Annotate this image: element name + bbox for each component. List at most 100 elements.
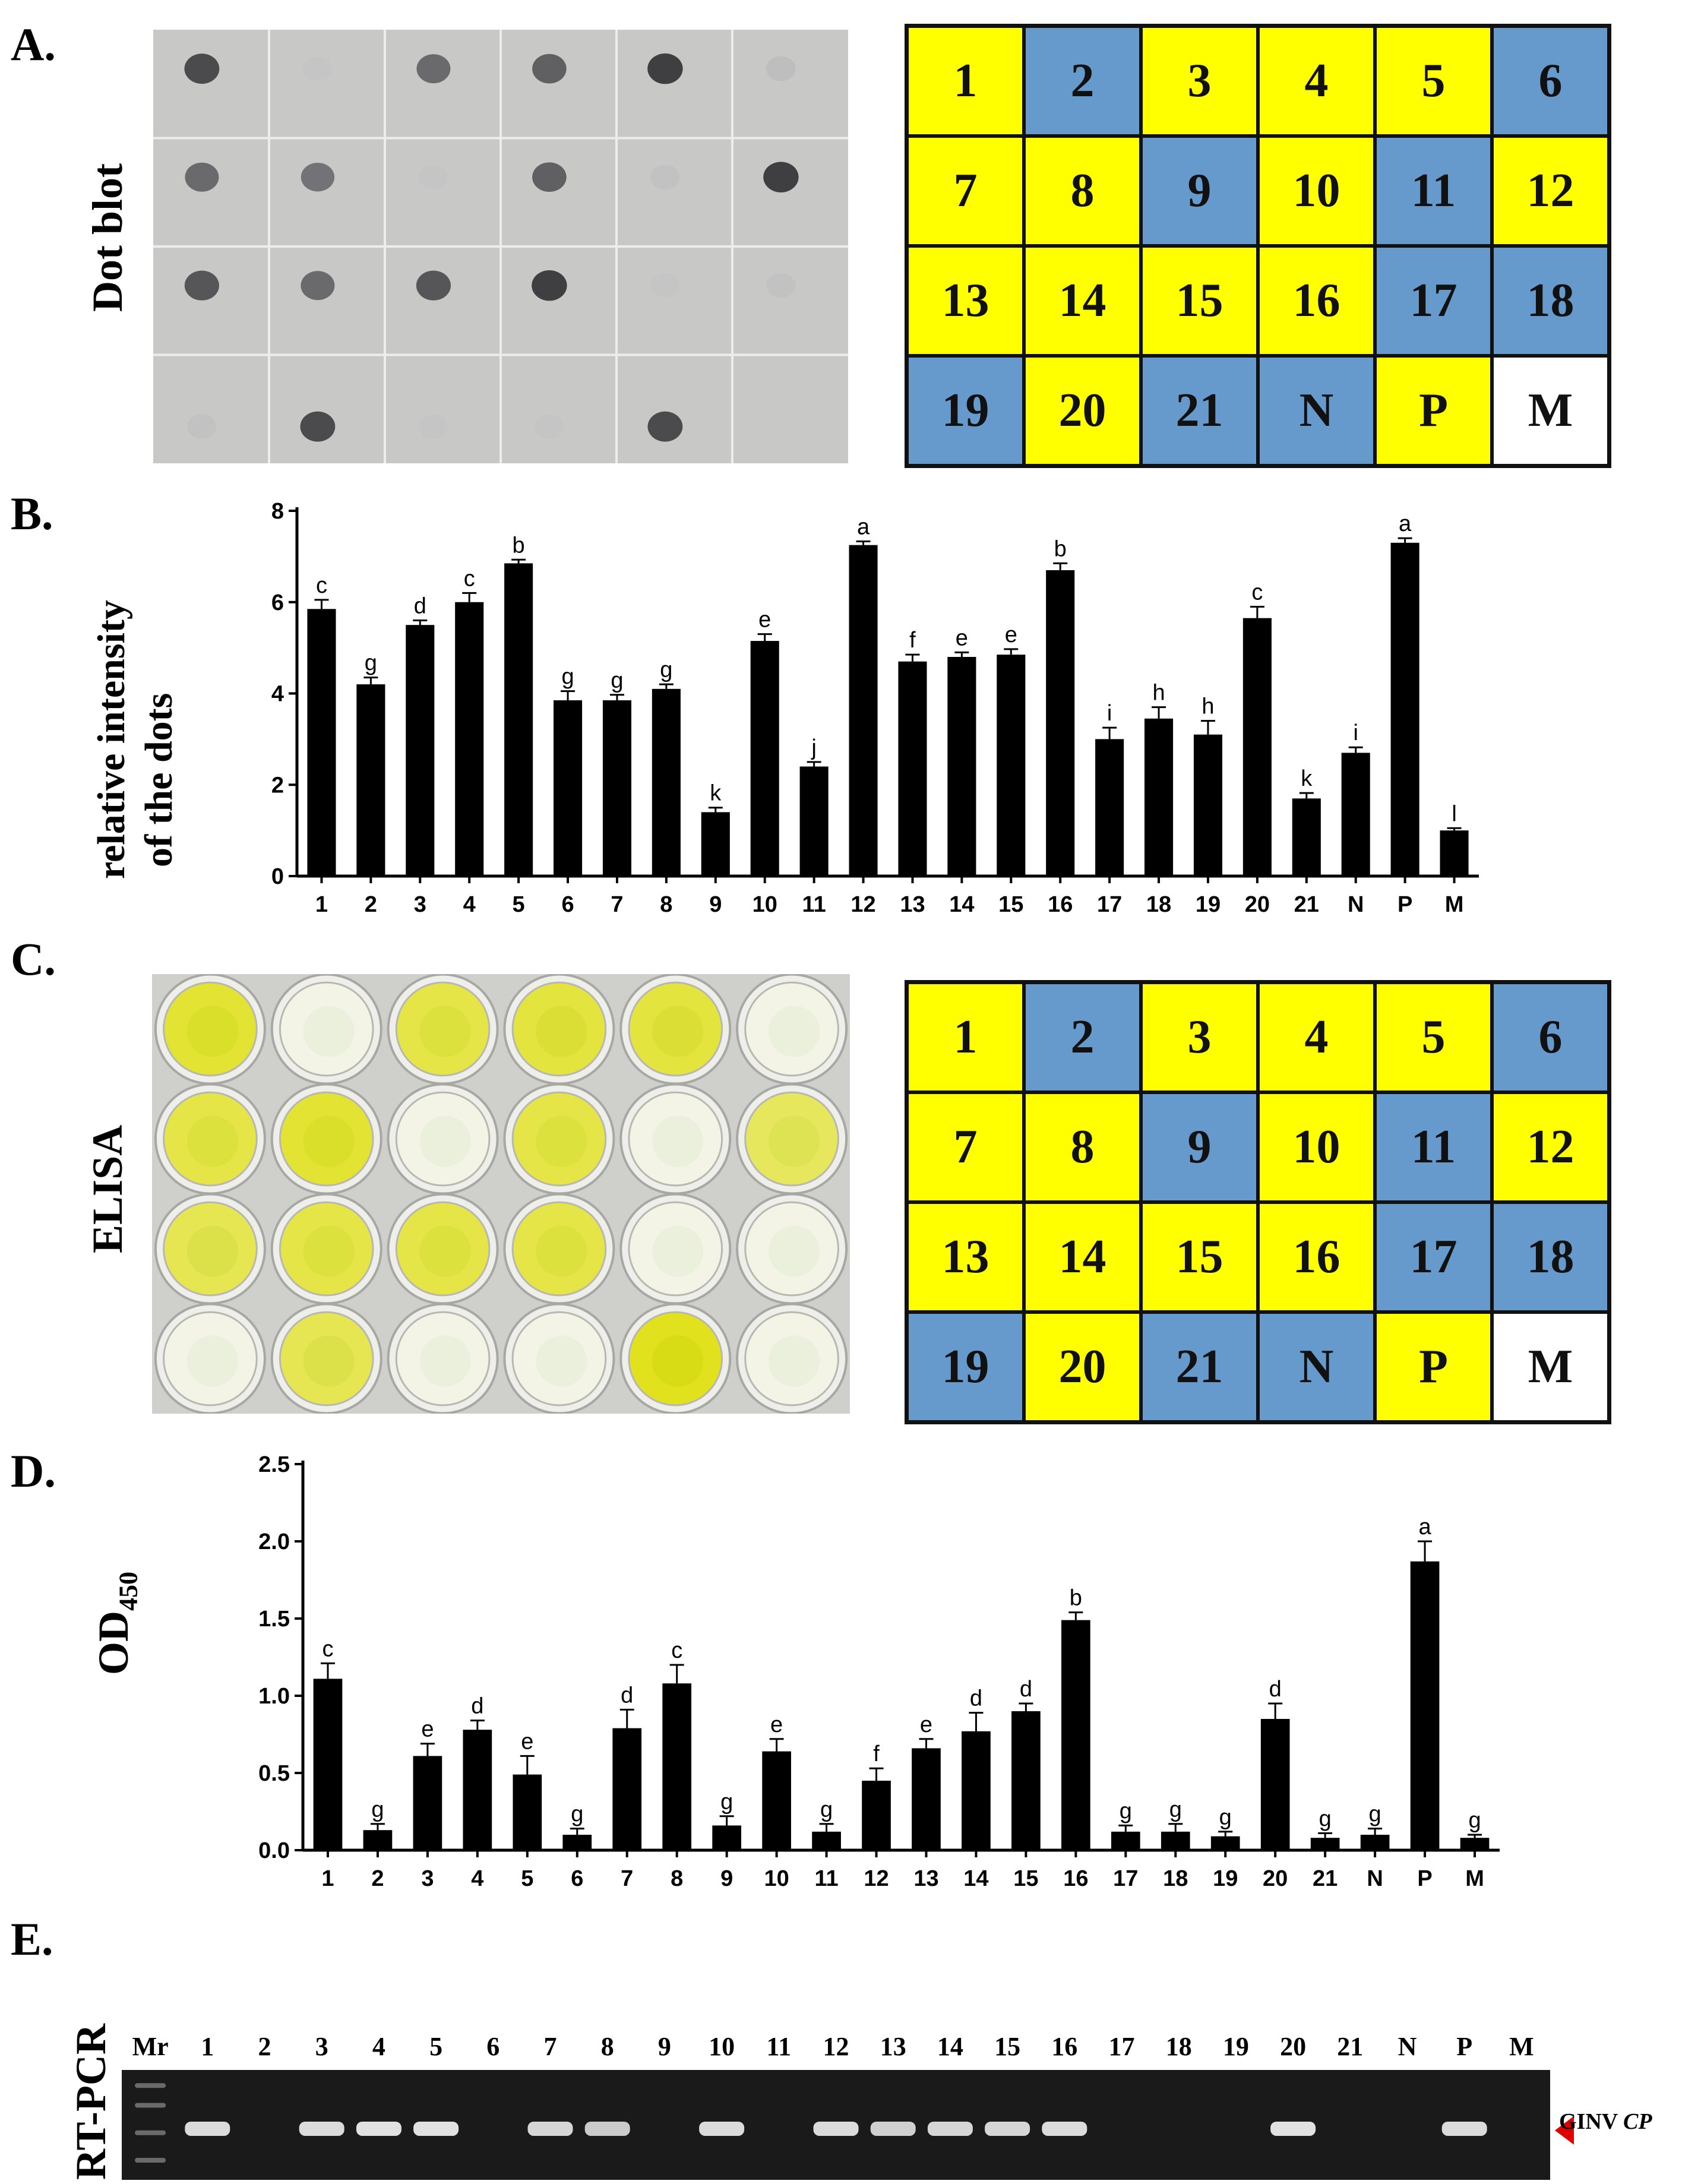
x-tick-label: 7 [611, 892, 623, 917]
blot-dot [185, 162, 219, 192]
elisa-well [511, 1311, 607, 1407]
elisa-well-center [652, 1115, 704, 1167]
blot-dot [650, 165, 680, 189]
significance-letter: a [857, 515, 870, 540]
significance-letter: g [1369, 1802, 1381, 1827]
significance-letter: d [621, 1683, 633, 1708]
significance-letter: g [561, 665, 574, 690]
ladder-band [135, 2158, 166, 2163]
x-tick-label: 8 [660, 892, 672, 917]
grid-cell-21: 21 [1143, 1314, 1256, 1420]
blot-dot [416, 270, 451, 301]
x-tick-label: 20 [1263, 1866, 1288, 1891]
x-tick-label: 14 [949, 892, 974, 917]
elisa-well-center [186, 1115, 238, 1167]
blot-dot [184, 270, 219, 301]
gel-lane-label: 3 [315, 2032, 328, 2061]
gel-lane-label: 5 [429, 2032, 442, 2061]
x-tick-label: 10 [764, 1866, 789, 1891]
significance-letter: g [1468, 1808, 1481, 1833]
dot-blot-photo [153, 30, 848, 463]
elisa-well-center [186, 1006, 238, 1057]
significance-letter: d [1020, 1677, 1032, 1702]
bar [898, 661, 927, 876]
elisa-well-center [652, 1335, 704, 1387]
significance-letter: c [1251, 580, 1263, 605]
x-tick-label: 18 [1146, 892, 1171, 917]
bar [701, 812, 730, 876]
grid-cell-14: 14 [1026, 248, 1139, 354]
y-tick-label: 0 [271, 864, 284, 889]
grid-cell-8: 8 [1026, 1094, 1139, 1200]
pcr-band [299, 2121, 344, 2136]
x-tick-label: 12 [850, 892, 875, 917]
gel-lane-label: 13 [880, 2032, 906, 2061]
significance-letter: e [770, 1712, 783, 1737]
elisa-well [744, 1311, 839, 1407]
pcr-band [185, 2121, 230, 2136]
grid-cell-20: 20 [1026, 1314, 1139, 1420]
x-tick-label: 19 [1213, 1866, 1238, 1891]
elisa-well [744, 1201, 839, 1297]
plate-background [152, 974, 850, 1414]
elisa-well-center [303, 1225, 355, 1277]
blot-dot [301, 163, 335, 192]
pcr-band [813, 2121, 859, 2136]
bar [652, 688, 681, 876]
bar [356, 684, 385, 876]
gel-lane-label: 16 [1051, 2032, 1077, 2061]
y-tick-label: 1.0 [258, 1684, 290, 1709]
elisa-well [511, 981, 607, 1077]
significance-letter: e [758, 608, 771, 633]
grid-cell-15: 15 [1143, 248, 1256, 354]
bar [912, 1748, 941, 1850]
blot-dot [187, 414, 217, 439]
rtpcr-gel: Mr 1 2 3 4 5 6 7 8 9 10 11 12 13 14 15 16 17 18 19 20 21 N P M [122, 2032, 1574, 2180]
significance-letter: f [909, 628, 916, 653]
elisa-well [395, 1091, 491, 1187]
x-tick-label: 13 [900, 892, 925, 917]
blot-dot [532, 270, 567, 301]
gel-lane-label: 9 [658, 2032, 671, 2061]
bar [947, 657, 976, 876]
bar [455, 602, 484, 876]
elisa-well [279, 1091, 374, 1187]
gel-lane-label: N [1398, 2032, 1417, 2061]
bar [463, 1730, 492, 1850]
blot-dot [416, 54, 451, 84]
gel-lane-label: 1 [201, 2032, 214, 2061]
x-tick-label: 2 [365, 892, 377, 917]
blot-dot [419, 165, 448, 189]
elisa-well [279, 1311, 374, 1407]
gel-lane-label: 10 [709, 2032, 735, 2061]
y-tick-label: 6 [271, 590, 284, 615]
x-tick-label: 11 [814, 1866, 838, 1891]
elisa-well [395, 1201, 491, 1297]
gel-lane-label: 12 [823, 2032, 849, 2061]
significance-letter: g [1219, 1805, 1232, 1830]
grid-cell-m: M [1494, 1314, 1607, 1420]
significance-letter: d [970, 1686, 982, 1711]
significance-letter: c [316, 573, 327, 598]
gel-lane-label: 4 [372, 2032, 385, 2061]
grid-cell-4: 4 [1260, 984, 1373, 1091]
x-tick-label: 2 [371, 1866, 384, 1891]
bar [1046, 570, 1075, 876]
elisa-well [163, 1091, 258, 1187]
elisa-well [511, 1201, 607, 1297]
elisa-well-center [419, 1115, 471, 1167]
grid-cell-9: 9 [1143, 138, 1256, 244]
dot-blot-side-label: Dot blot [84, 163, 131, 312]
y-tick-label: 8 [271, 499, 284, 524]
x-tick-label: 5 [521, 1866, 533, 1891]
gel-lane-label: 19 [1223, 2032, 1249, 2061]
bar [662, 1683, 692, 1850]
significance-letter: g [371, 1797, 384, 1822]
significance-letter: h [1152, 681, 1165, 706]
blot-dot [535, 414, 564, 439]
grid-cell-19: 19 [909, 358, 1022, 464]
elisa-well [395, 1311, 491, 1407]
x-tick-label: 6 [561, 892, 574, 917]
bar [997, 655, 1026, 876]
elisa-well-center [186, 1225, 238, 1277]
